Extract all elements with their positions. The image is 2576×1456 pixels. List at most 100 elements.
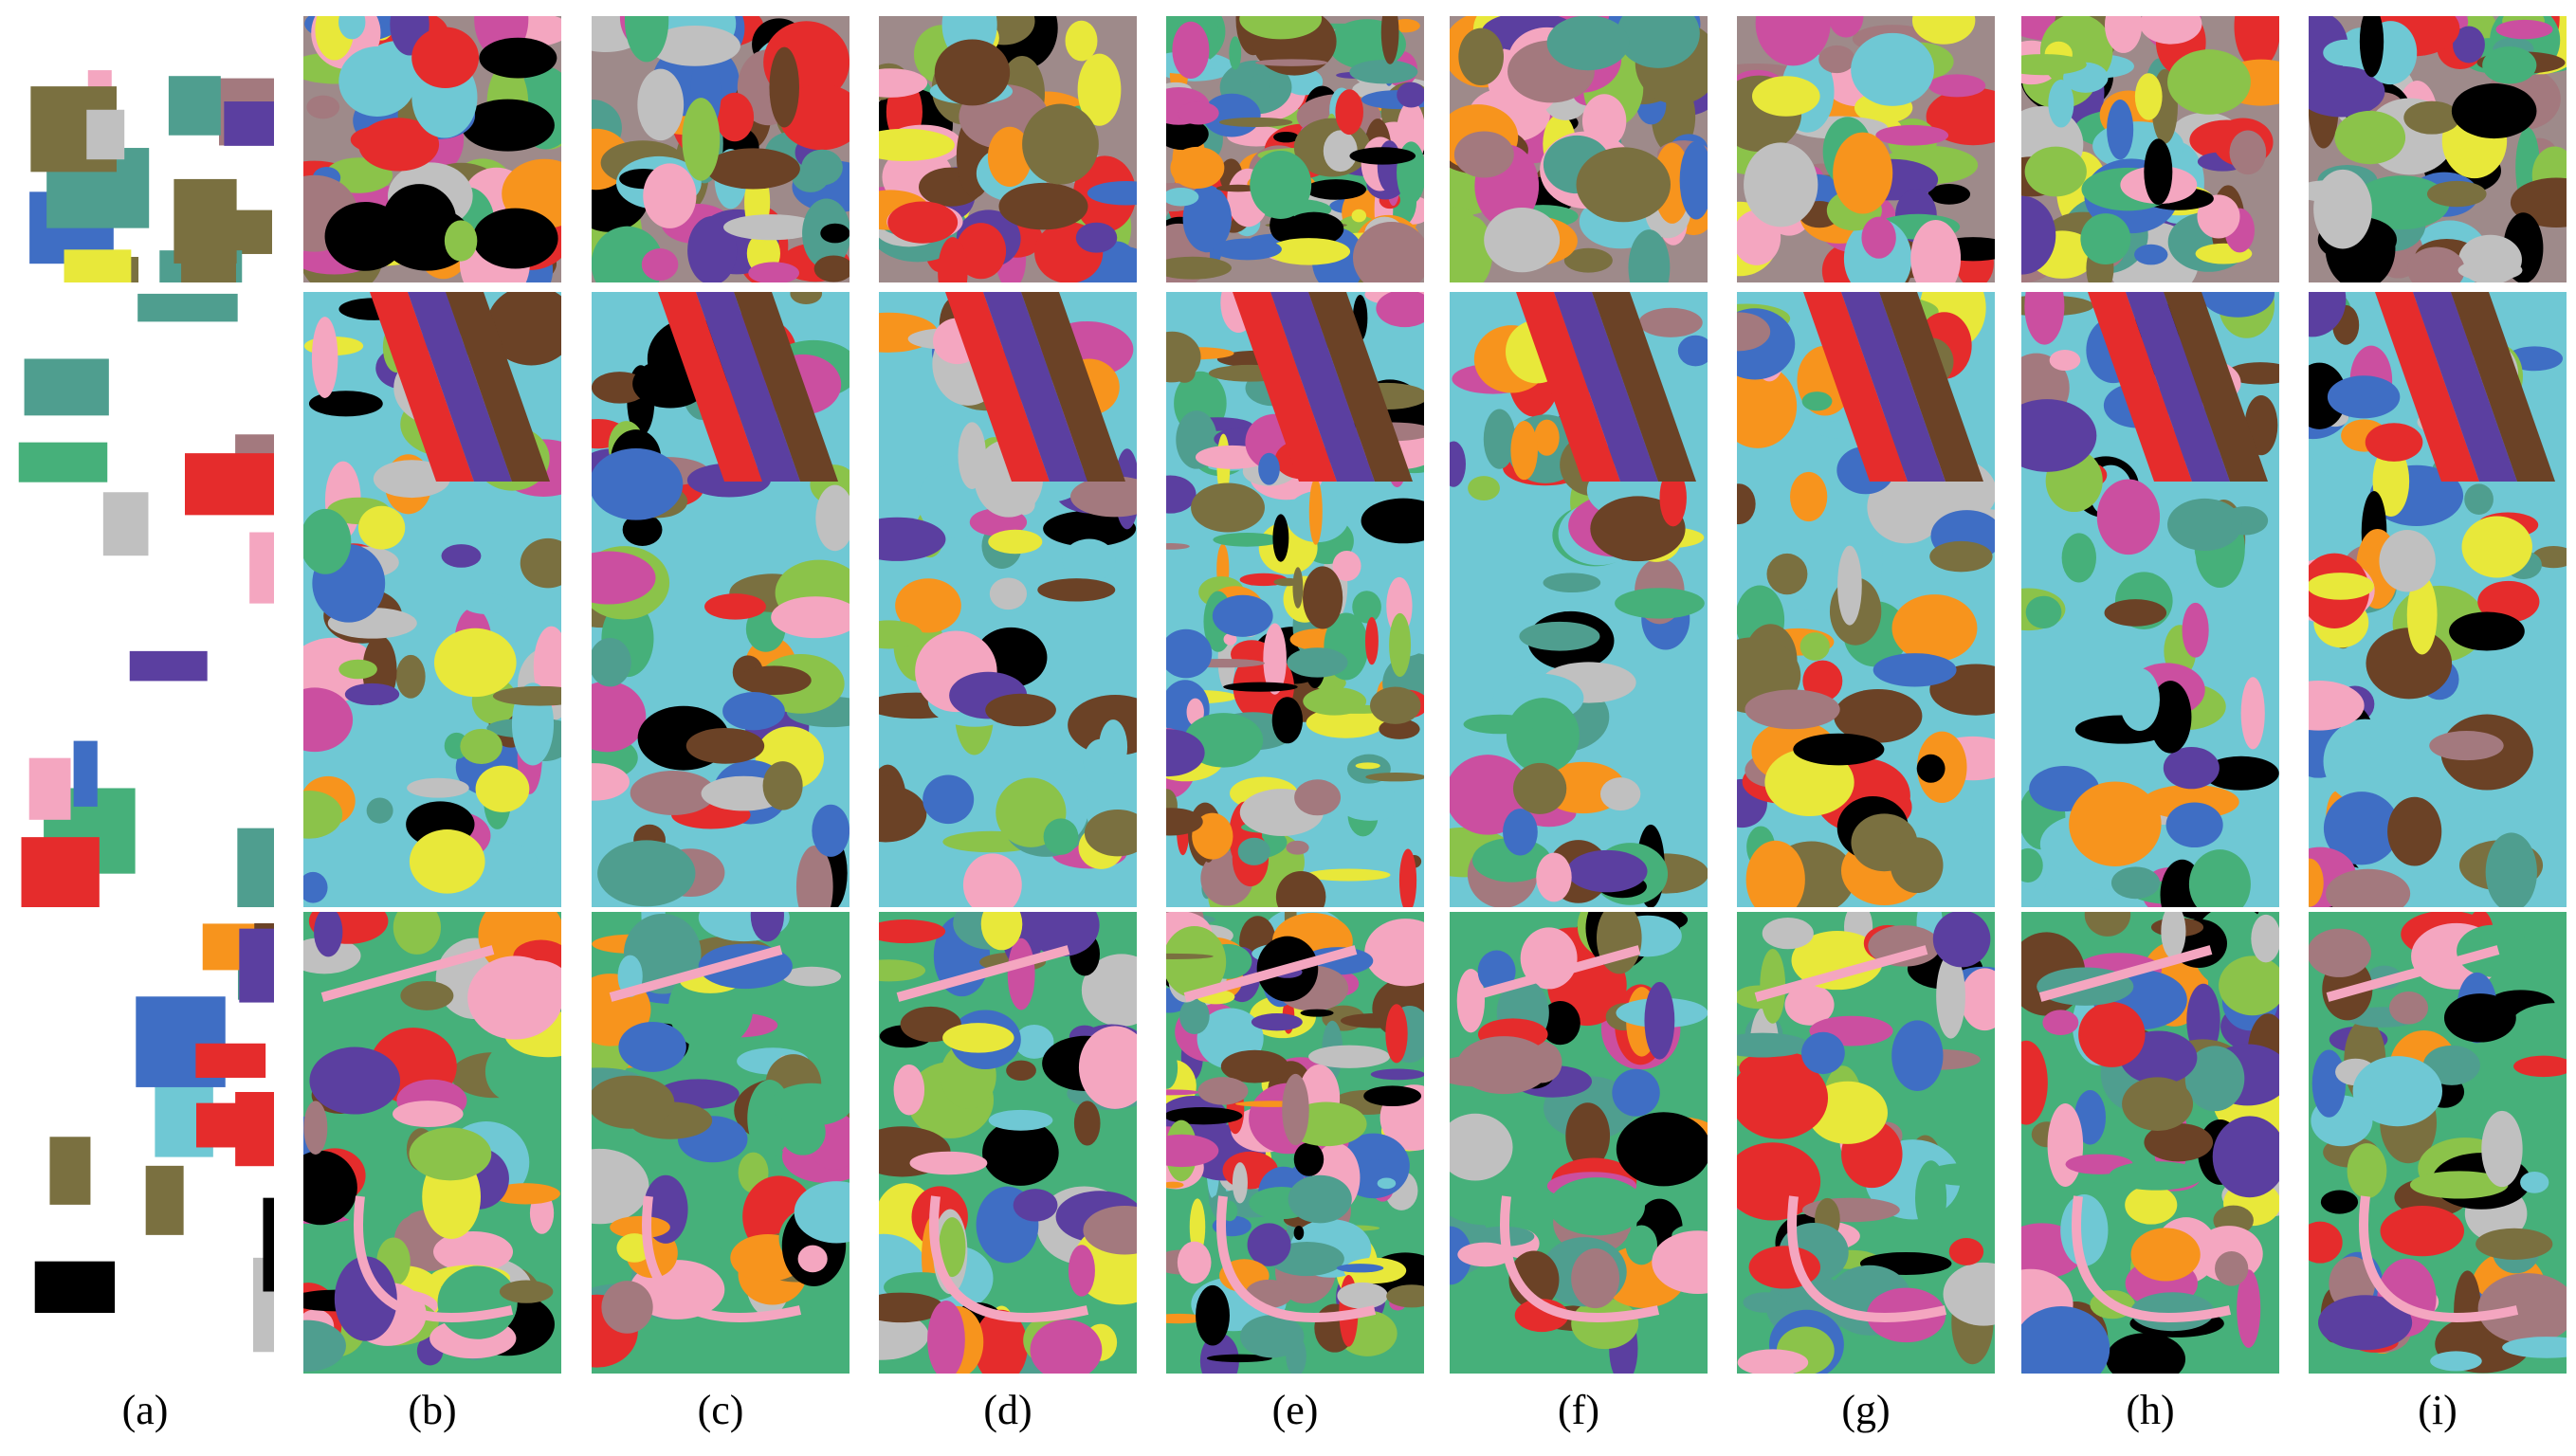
class-region [520, 537, 561, 589]
class-region [1364, 616, 1379, 665]
class-region [1272, 514, 1289, 562]
class-region [1087, 181, 1137, 206]
class-region [1306, 868, 1391, 882]
class-region [309, 1046, 401, 1115]
class-region [2106, 1333, 2186, 1374]
road [320, 945, 514, 1322]
class-region [1166, 1089, 1200, 1096]
classification-map [1166, 292, 1424, 907]
class-region [1380, 16, 1399, 64]
class-region [358, 118, 440, 172]
class-region [2229, 130, 2267, 175]
class-region [461, 99, 555, 152]
map-content [303, 912, 561, 1374]
class-region [797, 1245, 828, 1273]
class-region [974, 1309, 1028, 1374]
class-region [2107, 100, 2134, 160]
class-region [2078, 1002, 2146, 1067]
class-region [1932, 912, 1991, 968]
class-region [314, 912, 343, 957]
panel-label: (c) [698, 1387, 744, 1433]
classification-map [592, 292, 850, 907]
class-region [2453, 26, 2485, 64]
class-region [1174, 361, 1196, 383]
class-region [2407, 246, 2465, 282]
class-region [1890, 837, 1944, 894]
class-region [1677, 335, 1708, 367]
class-region [601, 1281, 653, 1334]
class-region [2359, 16, 2384, 78]
panel-label: (i) [2418, 1387, 2457, 1433]
map-content [1450, 292, 1708, 907]
field-strip [983, 292, 1087, 482]
class-region [1644, 981, 1675, 1060]
class-region [303, 790, 343, 839]
class-region [1828, 16, 1864, 38]
class-region [407, 777, 469, 798]
class-region [49, 1137, 91, 1205]
class-region [1177, 1241, 1212, 1284]
map-content [592, 292, 850, 907]
class-region [2318, 1295, 2413, 1351]
class-region [630, 771, 716, 815]
class-region [2163, 746, 2220, 790]
class-region [1364, 919, 1424, 987]
class-region [2311, 1049, 2347, 1118]
class-region [1337, 1282, 1388, 1309]
class-region [618, 1021, 686, 1072]
class-region [1737, 1142, 1821, 1221]
class-region [1379, 719, 1420, 739]
class-region [2347, 1143, 2387, 1199]
class-region [1397, 82, 1424, 108]
class-region [1073, 1101, 1101, 1146]
class-region [1303, 686, 1367, 716]
class-region [1910, 219, 1962, 282]
class-region [1370, 1068, 1424, 1081]
class-region [1571, 1298, 1639, 1350]
field-strip [370, 292, 474, 482]
class-region [303, 1101, 328, 1155]
class-region [1166, 1134, 1219, 1168]
class-region [2104, 599, 2167, 627]
class-region [2451, 83, 2537, 139]
class-region [1197, 1077, 1249, 1105]
panel-label: (f) [1558, 1387, 1599, 1433]
class-region [2240, 677, 2265, 750]
class-region [2323, 39, 2369, 66]
class-region [1453, 131, 1514, 178]
class-region [939, 1217, 966, 1278]
class-region [1534, 419, 1560, 456]
class-region [2482, 46, 2537, 84]
class-region [1030, 1320, 1103, 1374]
class-region [1349, 60, 1418, 84]
class-region [2426, 180, 2487, 208]
class-region [1784, 984, 1835, 1026]
class-region [1837, 545, 1862, 626]
class-region [998, 182, 1088, 230]
class-region [2130, 1228, 2201, 1282]
class-region [1543, 573, 1601, 593]
field-strip [1308, 292, 1413, 482]
class-region [1548, 1177, 1645, 1236]
class-region [2352, 175, 2450, 230]
class-region [1336, 1264, 1384, 1273]
class-region [592, 637, 631, 687]
class-region [2219, 956, 2279, 1016]
class-region [357, 505, 406, 550]
class-region [1365, 773, 1424, 782]
class-region [1484, 208, 1561, 273]
classification-map [1450, 912, 1708, 1374]
class-region [1536, 852, 1572, 902]
class-region [893, 1064, 925, 1116]
class-region [1288, 1174, 1352, 1224]
classification-map [592, 16, 850, 282]
classification-map [2309, 292, 2567, 907]
class-region [1069, 476, 1137, 518]
map-content [16, 292, 274, 907]
class-region [102, 492, 149, 556]
class-region [1179, 997, 1210, 1035]
panel-label: (e) [1272, 1387, 1319, 1433]
class-region [1875, 124, 1949, 146]
class-region [1218, 117, 1293, 127]
